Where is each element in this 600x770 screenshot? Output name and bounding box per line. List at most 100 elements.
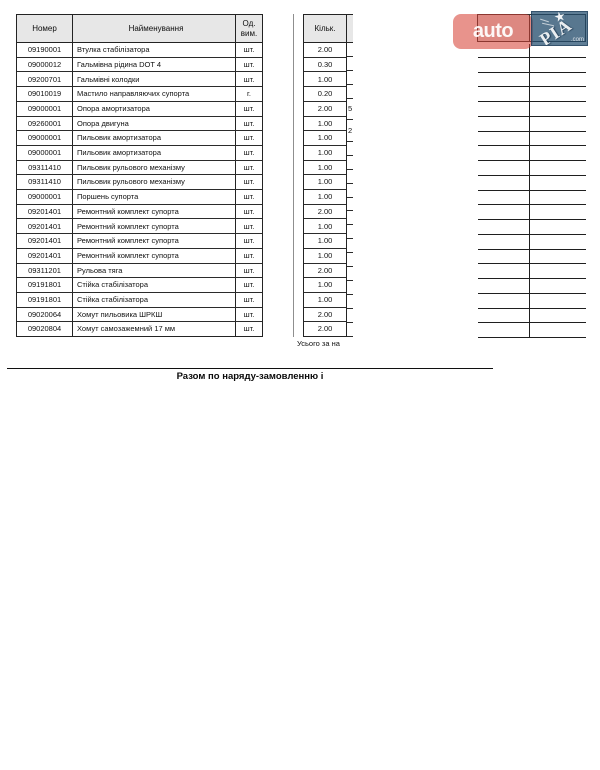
cell-number: 09311410: [17, 160, 73, 175]
erased-right-table-hline: [478, 56, 586, 58]
quantity-row: 2.00: [304, 322, 346, 336]
erased-right-table-hline: [478, 145, 586, 147]
cell-unit: шт.: [243, 133, 255, 143]
cell-unit: шт.: [243, 250, 255, 260]
cell-quantity: 1.00: [317, 148, 333, 158]
cell-unit: шт.: [243, 162, 255, 172]
table-row: 09201401 Ремонтний комплект супорта шт.: [17, 234, 262, 249]
table-row: 09201401 Ремонтний комплект супорта шт.: [17, 219, 262, 235]
cell-quantity: 1.00: [317, 236, 333, 246]
erased-right-table-hline: [478, 115, 586, 117]
quantity-row: 1.00: [304, 219, 346, 235]
quantity-row: 1.00: [304, 293, 346, 308]
table-row: 09191801 Стійка стабілізатора шт.: [17, 278, 262, 293]
cell-number: 09260001: [17, 116, 73, 131]
cell-quantity: 2.00: [317, 206, 333, 216]
cell-quantity: 2.00: [317, 103, 333, 113]
cell-quantity: 1.00: [317, 118, 333, 128]
table-row: 09201401 Ремонтний комплект супорта шт.: [17, 248, 262, 264]
erased-cell-fragment: [347, 85, 353, 99]
cell-number: 09311201: [17, 263, 73, 278]
autoria-logo-red-badge: auto: [453, 14, 533, 49]
cell-number: 09020064: [17, 307, 73, 322]
table-row: 09000001 Поршень супорта шт.: [17, 190, 262, 205]
cell-unit: шт.: [243, 148, 255, 158]
cell-quantity: 2.00: [317, 324, 333, 334]
parts-table-header-row: Номер Найменування Од. вим.: [17, 15, 262, 43]
erased-cell-fragment: [347, 225, 353, 240]
cell-quantity: 1.00: [317, 74, 333, 84]
cell-unit: шт.: [243, 280, 255, 290]
cell-name: Опора двигуна: [73, 116, 236, 131]
table-row: 09201401 Ремонтний комплект супорта шт.: [17, 204, 262, 220]
cell-name: Втулка стабілізатора: [73, 43, 236, 57]
quantity-row: 2.00: [304, 308, 346, 323]
table-row: 09190001 Втулка стабілізатора шт.: [17, 43, 262, 58]
column-header-unit: Од. вим.: [236, 15, 262, 42]
erased-right-table-hline: [478, 322, 586, 324]
cell-unit: шт.: [243, 59, 255, 69]
quantity-row: 1.00: [304, 249, 346, 264]
erased-right-table-hline: [478, 189, 586, 191]
quantity-row: 1.00: [304, 190, 346, 205]
column-header-unit-line2: вим.: [240, 28, 258, 38]
quantity-row: 1.00: [304, 131, 346, 146]
cell-number: 09000001: [17, 190, 73, 204]
table-row: 09000001 Пильовик амортизатора шт.: [17, 131, 262, 146]
autoria-logo-tld-text: .com: [570, 37, 584, 43]
table-row: 09191801 Стійка стабілізатора шт.: [17, 292, 262, 308]
quantity-header-row: Кільк.: [304, 15, 346, 43]
erased-right-table-hline: [478, 101, 586, 102]
erased-right-table-hline: [478, 71, 586, 73]
erased-cell-fragment: [347, 309, 353, 324]
quantity-table: Кільк. 2.00 0.30 1.00 0.20 2.00 1.00 1.00 1.00 1…: [303, 14, 347, 337]
cell-number: 09201401: [17, 234, 73, 248]
cell-quantity: 0.20: [317, 89, 333, 99]
table-row: 09311410 Пильовик рульового механізму шт.: [17, 160, 262, 176]
erased-right-table-hline: [478, 174, 586, 176]
cell-number: 09311410: [17, 175, 73, 190]
cell-number: 09191801: [17, 278, 73, 292]
cell-number: 09190001: [17, 43, 73, 57]
cell-quantity: 0.30: [317, 59, 333, 69]
cell-quantity: 1.00: [317, 295, 333, 305]
erased-right-table-hline: [478, 307, 586, 309]
column-header-unit-line1: Од.: [242, 19, 256, 29]
erased-cell-fragment: [347, 184, 353, 198]
cell-quantity: 1.00: [317, 133, 333, 143]
erased-right-table-hline: [478, 204, 586, 206]
cell-name: Пильовик амортизатора: [73, 131, 236, 145]
footer-rule: [7, 368, 493, 369]
erased-cell-fragment: [347, 142, 353, 156]
cell-name: Поршень супорта: [73, 190, 236, 204]
quantity-row: 1.00: [304, 175, 346, 191]
cell-number: 09000001: [17, 131, 73, 145]
cell-number: 09201401: [17, 204, 73, 219]
table-row: 09200701 Гальмівні колодки шт.: [17, 72, 262, 88]
cell-number: 09201401: [17, 219, 73, 234]
cell-name: Хомут пильовика ШРКШ: [73, 307, 236, 322]
quantity-row: 1.00: [304, 278, 346, 293]
erased-cell-fragment: 2: [347, 120, 353, 142]
cell-unit: шт.: [243, 324, 255, 334]
cell-unit: шт.: [243, 118, 255, 128]
cell-number: 09000001: [17, 145, 73, 160]
cell-number: 09000012: [17, 57, 73, 72]
quantity-row: 1.00: [304, 72, 346, 88]
erased-cell-fragment: [347, 43, 353, 57]
cell-name: Мастило направляючих супорта: [73, 87, 236, 101]
table-row: 09020804 Хомут самозажемний 17 мм шт.: [17, 322, 262, 337]
cell-name: Рульова тяга: [73, 263, 236, 278]
column-header-qty: Кільк.: [314, 23, 336, 33]
erased-right-table-hline: [478, 160, 586, 161]
quantity-row: 2.00: [304, 264, 346, 279]
totals-label: Усього за на: [297, 339, 340, 348]
erased-right-table-hline: [478, 233, 586, 235]
cell-name: Пильовик рульового механізму: [73, 160, 236, 175]
cell-quantity: 1.00: [317, 192, 333, 202]
erased-right-table-hline: [478, 263, 586, 265]
cell-number: 09010019: [17, 87, 73, 101]
table-row: 09311410 Пильовик рульового механізму шт.: [17, 175, 262, 191]
